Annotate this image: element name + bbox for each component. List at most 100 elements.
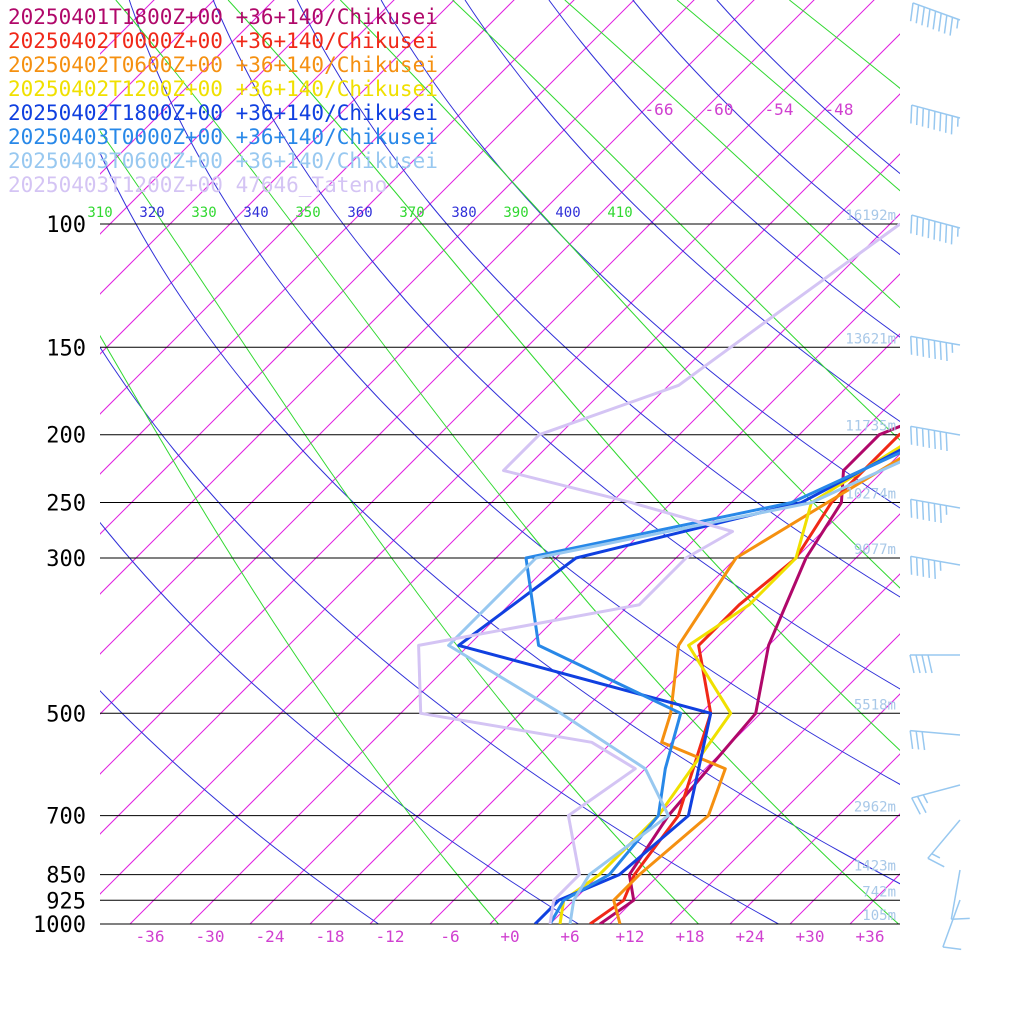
isotherm-line: [100, 0, 575, 475]
theta-label: 400: [555, 205, 580, 221]
x-axis-tick-labels: -36 -30 -24 -18 -12 -6 +0 +6 +12 +18 +24 +30 +36: [136, 927, 885, 946]
moist-adiabat-line: [100, 334, 499, 924]
series-line: [589, 432, 900, 924]
height-label: 9077m: [854, 542, 896, 558]
isobar-grid: [100, 223, 900, 925]
isotherm-line: [669, 693, 900, 924]
moist-adiabat-line: [1014, 0, 1024, 924]
legend-entry: 20250403T0000Z+00 +36+140/Chikusei: [8, 125, 438, 149]
theta-label: 390: [503, 205, 528, 221]
x-tick-label: +36: [856, 927, 885, 946]
pressure-label: 1000: [33, 913, 86, 938]
pressure-label: 925: [46, 889, 86, 914]
dry-adiabat-line: [212, 0, 900, 690]
dry-adiabat-line: [548, 0, 900, 338]
x-tick-label: -18: [316, 927, 345, 946]
series-line: [558, 445, 900, 924]
theta-label: 340: [243, 205, 268, 221]
isotherm-line: [369, 393, 900, 924]
theta-labels: 310 320 330 340 350 360 370 380 390 400 410: [87, 205, 632, 221]
dry-adiabat-line: [296, 0, 900, 598]
isotherm-line: [100, 0, 695, 595]
isotherm-line: [100, 0, 635, 535]
isotherm-line: [100, 33, 900, 835]
wind-barb: [910, 214, 961, 245]
isotherm-line: [100, 0, 755, 655]
dry-adiabat-grid: [100, 0, 900, 924]
dry-adiabat-line: [100, 690, 379, 924]
dry-adiabat-line: [632, 0, 900, 256]
moist-adiabat-line: [564, 0, 900, 309]
pressure-label: 100: [46, 213, 86, 238]
moist-adiabat-line: [676, 0, 900, 192]
moist-adiabat-line: [452, 0, 900, 441]
wind-barb: [910, 555, 961, 579]
series-line: [599, 424, 900, 924]
series-line: [524, 451, 900, 924]
dry-adiabat-line: [100, 151, 900, 885]
legend-entry: 20250403T1200Z+00 47646_Tateno: [8, 173, 387, 197]
legend-entry: 20250402T1200Z+00 +36+140/Chikusei: [8, 77, 438, 101]
wind-barb: [910, 104, 961, 135]
wind-barbs: [909, 2, 970, 951]
x-tick-label: -24: [256, 927, 285, 946]
wind-barb: [942, 899, 962, 951]
dry-adiabat-line: [716, 0, 900, 175]
legend-entry: 20250402T1800Z+00 +36+140/Chikusei: [8, 101, 438, 125]
x-tick-label: +6: [560, 927, 579, 946]
height-label: 2962m: [854, 800, 896, 816]
isotherm-line: [489, 513, 900, 924]
moist-adiabat-line: [115, 0, 899, 924]
height-label: 742m: [862, 884, 896, 900]
theta-label: 330: [191, 205, 216, 221]
x-tick-label: +24: [736, 927, 765, 946]
legend-entry: 20250403T0600Z+00 +36+140/Chikusei: [8, 149, 438, 173]
isotherm-line: [129, 153, 900, 924]
upper-isotherm-label: -54: [765, 100, 794, 119]
height-label: 105m: [862, 908, 896, 924]
x-tick-label: +0: [500, 927, 519, 946]
legend-entry: 20250401T1800Z+00 +36+140/Chikusei: [8, 5, 438, 29]
series-line: [417, 222, 900, 924]
wind-barb: [909, 2, 961, 36]
isotherm-line: [429, 453, 900, 924]
legend: 20250401T1800Z+00 +36+140/Chikusei202504…: [8, 5, 438, 197]
x-tick-label: -30: [196, 927, 225, 946]
isotherm-grid: [100, 0, 1024, 924]
height-label: 13621m: [845, 331, 896, 347]
upper-isotherm-labels: -66 -60 -54 -48: [645, 100, 854, 119]
pressure-label: 200: [46, 424, 86, 449]
moist-adiabat-line: [902, 0, 1024, 924]
moist-adiabat-line: [789, 0, 900, 89]
wind-barb: [910, 498, 961, 523]
isotherm-line: [609, 633, 900, 924]
wind-barb: [910, 335, 961, 362]
isotherm-line: [100, 0, 455, 355]
theta-label: 360: [347, 205, 372, 221]
height-label: 11735m: [845, 419, 896, 435]
dry-adiabat-line: [100, 346, 779, 924]
isotherm-line: [100, 0, 875, 775]
legend-entry: 20250402T0000Z+00 +36+140/Chikusei: [8, 29, 438, 53]
pressure-label: 300: [46, 547, 86, 572]
moist-adiabat-grid: [100, 0, 1024, 924]
upper-isotherm-label: -66: [645, 100, 674, 119]
height-label: 1423m: [854, 859, 896, 875]
pressure-label: 250: [46, 492, 86, 517]
isotherm-line: [910, 0, 1024, 924]
series-line: [447, 460, 900, 924]
height-labels: 16192m 13621m 11735m 10274m 9077m 5518m 2962m 1…: [845, 208, 896, 924]
series-line: [612, 456, 900, 924]
height-label: 5518m: [854, 697, 896, 713]
isotherm-line: [100, 93, 900, 895]
wind-barb: [950, 869, 970, 920]
isotherm-line: [789, 813, 900, 924]
theta-label: 410: [607, 205, 632, 221]
pressure-label: 500: [46, 702, 86, 727]
wind-barb: [910, 425, 961, 452]
isotherm-line: [549, 573, 900, 924]
isotherm-line: [309, 333, 900, 924]
theta-label: 350: [295, 205, 320, 221]
